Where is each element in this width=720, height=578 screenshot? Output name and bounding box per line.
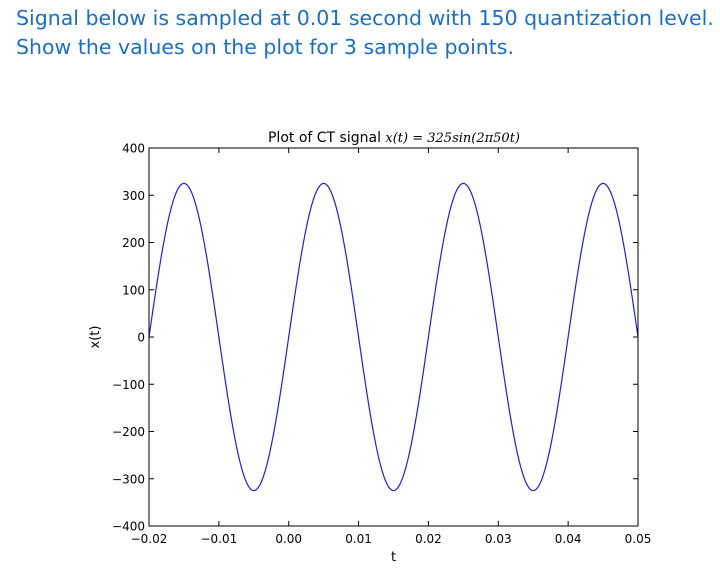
- y-tick-label: −300: [112, 472, 145, 486]
- y-tick-label: −200: [112, 425, 145, 439]
- chart-title: Plot of CT signal x(t) = 325sin(2π50t): [268, 130, 520, 146]
- y-tick-label: 0: [137, 331, 145, 345]
- signal-line: [148, 182, 639, 492]
- axis-ticks: [148, 147, 639, 527]
- y-tick-label: 400: [122, 142, 145, 156]
- y-tick-label: 100: [122, 283, 145, 297]
- x-tick-label: −0.02: [131, 532, 168, 546]
- question-line-1: Signal below is sampled at 0.01 second w…: [16, 6, 714, 30]
- x-tick-label: 0.04: [555, 532, 582, 546]
- x-tick-label: 0.03: [485, 532, 512, 546]
- x-tick-label: 0.05: [625, 532, 652, 546]
- y-tick-label: −400: [112, 520, 145, 534]
- chart-title-text: Plot of CT signal: [268, 130, 385, 146]
- x-tick-label: 0.02: [415, 532, 442, 546]
- x-tick-label: −0.01: [200, 532, 237, 546]
- chart-title-math: x(t) = 325sin(2π50t): [385, 131, 520, 146]
- x-tick-label: 0.00: [275, 532, 302, 546]
- y-tick-label: 200: [122, 236, 145, 250]
- tick-labels: −0.02 −0.01 0.00 0.01 0.02 0.03 0.04 0.05 400 300…: [112, 142, 651, 547]
- question-text: Signal below is sampled at 0.01 second w…: [16, 4, 716, 62]
- y-axis-label: x(t): [88, 326, 103, 349]
- plot-frame: [148, 147, 639, 527]
- x-axis-label: t: [391, 550, 396, 565]
- y-tick-label: −100: [112, 378, 145, 392]
- x-tick-label: 0.01: [345, 532, 372, 546]
- y-tick-label: 300: [122, 189, 145, 203]
- question-line-2: Show the values on the plot for 3 sample…: [16, 35, 514, 59]
